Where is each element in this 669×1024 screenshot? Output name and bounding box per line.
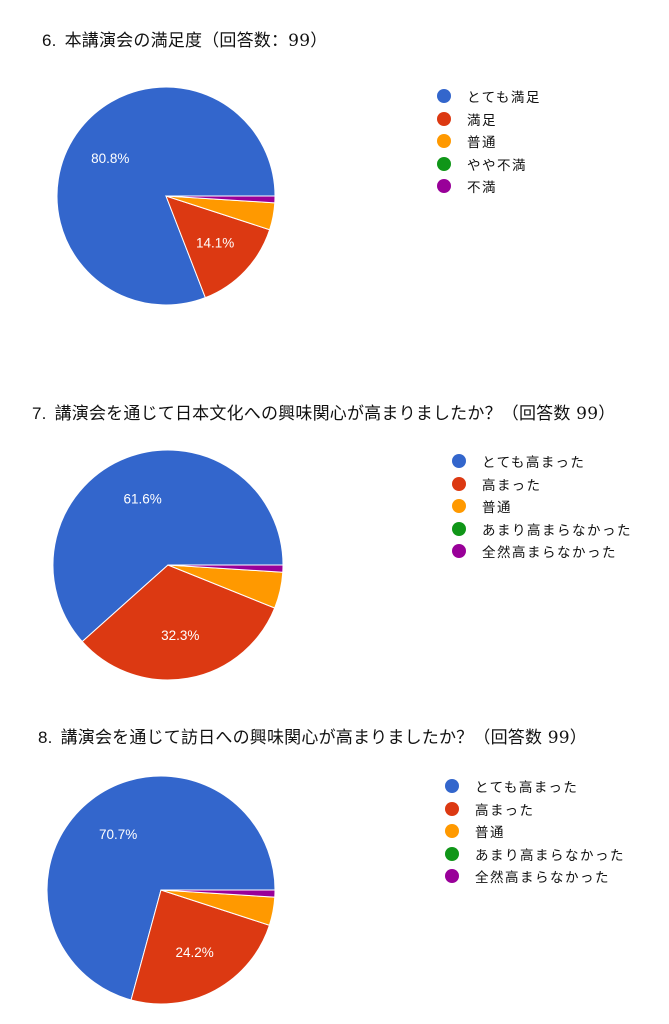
legend-label: 不満 [467,180,497,197]
slice-label: 80.8% [91,151,129,166]
legend-label: あまり高まらなかった [475,847,625,864]
chart-section-6: 6. 本講演会の満足度（回答数：99） 80.8% 14.1% とても満足 満足 普… [0,0,669,340]
legend-item: 高まった [445,798,625,821]
legend-item: とても高まった [445,775,625,798]
slice-label: 14.1% [196,235,234,250]
legend-item: 満足 [437,108,541,131]
pie-slice [165,195,276,204]
legend-item: あまり高まらなかった [445,843,625,866]
slice-label: 32.3% [161,628,199,643]
legend-label: あまり高まらなかった [482,522,632,539]
legend-swatch [437,156,451,171]
legend-label: 全然高まらなかった [475,870,610,887]
chart-title-number: 8. [38,728,53,747]
legend-item: やや不満 [437,153,541,176]
legend-swatch [445,846,459,861]
legend-label: やや不満 [467,157,527,174]
legend-swatch [445,869,459,884]
legend-item: とても満足 [437,85,541,108]
chart-title-text: 講演会を通じて日本文化への興味関心が高まりましたか？（回答数 99） [54,404,616,424]
chart-title-number: 6. [42,31,57,50]
legend-label: 普通 [475,825,505,842]
legend-item: 高まった [452,473,632,496]
chart-legend: とても満足 満足 普通 やや不満 不満 [437,85,541,198]
legend-item: 全然高まらなかった [445,865,625,888]
pie-slice [81,564,276,681]
pie-slice [130,889,271,1005]
pie-slice [46,775,276,1001]
legend-label: 満足 [467,112,497,129]
legend-swatch [452,454,466,469]
pie-chart: 70.7% 24.2% [46,775,276,1005]
legend-label: 普通 [467,135,497,152]
legend-swatch [452,476,466,491]
chart-title: 6. 本講演会の満足度（回答数：99） [42,26,327,51]
legend-item: 普通 [452,495,632,518]
legend-label: 高まった [475,802,535,819]
chart-title-number: 7. [32,404,47,423]
legend-swatch [445,824,459,839]
legend-label: とても高まった [475,780,579,797]
chart-title-text: 講演会を通じて訪日への興味関心が高まりましたか？（回答数 99） [60,728,588,748]
slice-label: 70.7% [99,827,137,842]
slice-label: 24.2% [175,945,213,960]
legend-swatch [437,89,451,104]
legend-swatch [452,544,466,559]
legend-item: 不満 [437,175,541,198]
legend-label: とても高まった [482,455,586,472]
pie-chart: 80.8% 14.1% [56,86,276,306]
legend-item: 普通 [445,820,625,843]
legend-item: とても高まった [452,450,632,473]
pie-slice [52,449,284,643]
legend-item: 全然高まらなかった [452,540,632,563]
legend-item: 普通 [437,130,541,153]
legend-swatch [445,779,459,794]
pie-chart: 61.6% 32.3% [52,449,284,681]
chart-title: 7. 講演会を通じて日本文化への興味関心が高まりましたか？（回答数 99） [32,399,615,424]
chart-legend: とても高まった 高まった 普通 あまり高まらなかった 全然高まらなかった [452,450,632,563]
chart-legend: とても高まった 高まった 普通 あまり高まらなかった 全然高まらなかった [445,775,625,888]
pie-slice [160,889,276,898]
legend-item: あまり高まらなかった [452,518,632,541]
legend-swatch [452,521,466,536]
legend-label: 全然高まらなかった [482,545,617,562]
legend-label: とても満足 [467,90,541,107]
legend-swatch [452,499,466,514]
chart-title: 8. 講演会を通じて訪日への興味関心が高まりましたか？（回答数 99） [38,723,587,748]
legend-swatch [437,134,451,149]
legend-swatch [437,179,451,194]
legend-label: 高まった [482,477,542,494]
chart-title-text: 本講演会の満足度（回答数：99） [64,31,328,51]
chart-section-7: 7. 講演会を通じて日本文化への興味関心が高まりましたか？（回答数 99） 61.… [32,399,632,681]
legend-swatch [445,801,459,816]
legend-label: 普通 [482,500,512,517]
legend-swatch [437,111,451,126]
slice-label: 61.6% [123,491,161,506]
pie-slice [167,564,284,573]
